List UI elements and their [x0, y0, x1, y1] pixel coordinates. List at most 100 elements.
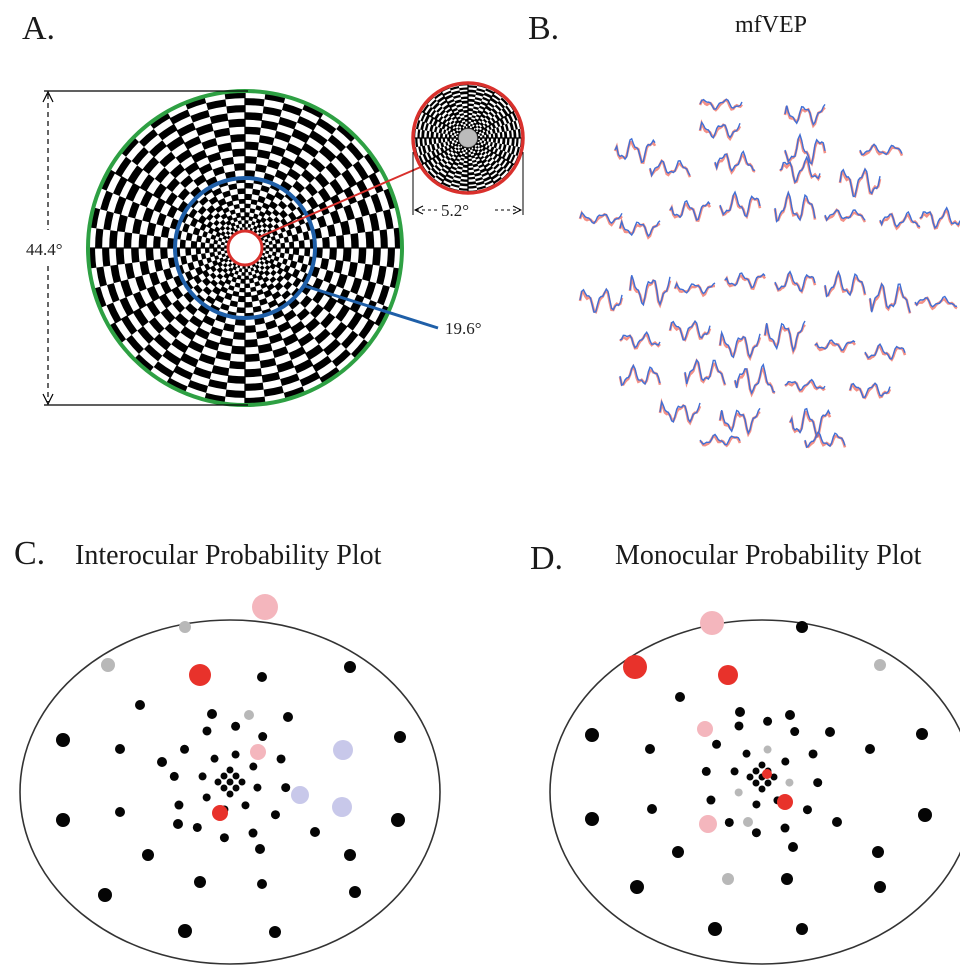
probability-point: [56, 733, 70, 747]
middle-ring-pointer: [304, 284, 439, 330]
mfvep-trace-blue: [724, 272, 766, 289]
probability-point: [226, 778, 234, 786]
probability-point: [180, 744, 190, 754]
mfvep-trace-blue: [614, 137, 656, 164]
probability-point: [872, 846, 884, 858]
middle-extent-label: 19.6°: [445, 319, 482, 338]
probability-point: [226, 766, 234, 774]
probability-point: [758, 785, 766, 793]
mfvep-trace-red: [823, 269, 867, 297]
probability-point: [712, 739, 722, 749]
panel-b-title: mfVEP: [735, 12, 807, 38]
probability-point: [780, 823, 790, 833]
inset-connector-line: [256, 165, 424, 239]
probability-point: [808, 749, 818, 759]
probability-point: [796, 923, 808, 935]
probability-point: [178, 924, 192, 938]
probability-point: [699, 815, 717, 833]
mfvep-trace-blue: [804, 430, 846, 449]
mfvep-trace-blue: [719, 190, 761, 218]
probability-point: [874, 659, 886, 671]
probability-point: [252, 594, 278, 620]
probability-point: [98, 888, 112, 902]
probability-point: [788, 842, 798, 852]
mfvep-trace-blue: [579, 211, 623, 225]
probability-point: [101, 658, 115, 672]
mfvep-trace-blue: [839, 167, 881, 198]
mfvep-trace-blue: [774, 270, 816, 292]
mfvep-trace-red: [658, 397, 702, 426]
probability-point: [231, 721, 241, 731]
probability-point: [202, 726, 212, 736]
probability-point: [825, 727, 835, 737]
probability-point: [255, 844, 265, 854]
probability-point: [283, 712, 293, 722]
mfvep-trace-blue: [784, 103, 826, 126]
probability-point: [796, 621, 808, 633]
probability-point: [672, 846, 684, 858]
mfvep-trace-blue: [619, 363, 661, 387]
probability-point: [752, 800, 761, 809]
visual-field-boundary: [549, 619, 960, 965]
mfvep-trace-blue: [784, 378, 826, 392]
probability-point: [115, 807, 125, 817]
probability-point: [194, 876, 206, 888]
probability-point: [333, 740, 353, 760]
probability-point: [174, 800, 184, 810]
probability-point: [179, 621, 191, 633]
probability-point: [865, 744, 875, 754]
probability-point: [250, 744, 266, 760]
probability-point: [585, 728, 599, 742]
probability-point: [832, 817, 842, 827]
probability-point: [269, 926, 281, 938]
probability-point: [207, 709, 217, 719]
probability-point: [647, 804, 657, 814]
probability-point: [241, 801, 250, 810]
probability-point: [394, 731, 406, 743]
probability-point: [214, 778, 222, 786]
probability-point: [785, 710, 795, 720]
visual-field-boundary: [19, 619, 441, 965]
probability-point: [212, 805, 228, 821]
probability-point: [746, 773, 754, 781]
probability-point: [802, 805, 812, 815]
panel-c-letter: C.: [14, 535, 46, 572]
mfvep-trace-blue: [619, 330, 661, 349]
probability-point: [645, 744, 655, 754]
probability-point: [248, 828, 258, 838]
probability-point: [173, 819, 183, 829]
mfvep-trace-red: [733, 366, 776, 398]
mfvep-trace-blue: [824, 209, 866, 222]
mfvep-trace-blue: [879, 210, 920, 228]
mfvep-trace-blue: [869, 282, 911, 313]
mfvep-trace-red: [803, 430, 847, 449]
probability-point: [157, 757, 167, 767]
probability-point: [813, 778, 823, 788]
probability-point: [718, 665, 738, 685]
mfvep-trace-blue: [714, 150, 756, 173]
mfvep-trace-red: [878, 212, 921, 231]
probability-point: [785, 778, 794, 787]
probability-point: [253, 783, 262, 792]
probability-point: [675, 692, 685, 702]
probability-point: [700, 611, 724, 635]
mfvep-trace-blue: [629, 274, 671, 307]
probability-point: [232, 784, 240, 792]
probability-point: [781, 873, 793, 885]
probability-point: [391, 813, 405, 827]
panel-d-letter: D.: [530, 540, 564, 577]
probability-point: [758, 761, 766, 769]
mfvep-trace-blue: [669, 320, 711, 341]
mfvep-trace-blue: [719, 407, 761, 435]
probability-point: [762, 769, 772, 779]
interocular-probability-plot: [19, 594, 441, 965]
probability-point: [332, 797, 352, 817]
probability-point: [781, 757, 790, 766]
mfvep-trace-blue: [764, 320, 806, 353]
probability-point: [257, 879, 267, 889]
mfvep-trace-red: [838, 167, 882, 199]
mfvep-trace-blue: [579, 287, 623, 314]
panel-c-title: Interocular Probability Plot: [75, 540, 382, 571]
mfvep-trace-red: [718, 333, 762, 362]
probability-point: [874, 881, 886, 893]
